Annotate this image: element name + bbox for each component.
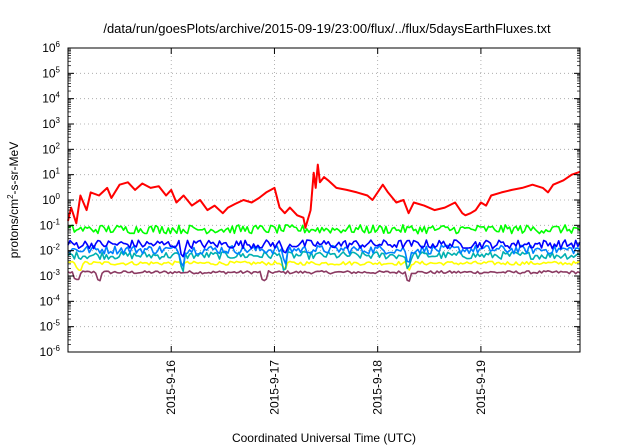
y-tick-label: 10-6: [40, 344, 61, 359]
y-tick-label: 10-5: [40, 319, 61, 334]
y-axis-label-sup: 2: [6, 194, 15, 199]
series-line-5: [67, 224, 581, 235]
y-tick-label: 100: [42, 192, 60, 207]
series-line-3: [67, 244, 581, 268]
y-axis-label-main: protons/cm: [7, 199, 21, 258]
series-line-0: [67, 269, 581, 282]
y-tick-label: 103: [42, 116, 60, 131]
y-tick-label: 101: [42, 167, 60, 182]
x-axis: 2015-9-16 2015-9-17 2015-9-18 2015-9-19: [164, 48, 488, 415]
y-tick-label: 104: [42, 91, 60, 106]
y-tick-label: 106: [42, 40, 60, 55]
x-axis-label: Coordinated Universal Time (UTC): [232, 431, 416, 445]
x-tick-label: 2015-9-18: [371, 360, 385, 415]
y-tick-label: 102: [42, 141, 60, 156]
data-series: [67, 163, 581, 282]
grid-lines: [68, 48, 580, 352]
series-line-1: [67, 260, 581, 272]
series-line-4: [67, 239, 581, 258]
y-axis-label-rest: -s-sr-MeV: [7, 142, 21, 195]
y-tick-label: 10-3: [40, 268, 61, 283]
x-tick-label: 2015-9-17: [267, 360, 281, 415]
chart-title: /data/run/goesPlots/archive/2015-09-19/2…: [103, 21, 551, 36]
y-tick-label: 10-2: [40, 243, 61, 258]
y-axis-label: protons/cm2-s-sr-MeV: [6, 142, 21, 258]
y-tick-label: 10-1: [40, 217, 61, 232]
x-tick-label: 2015-9-19: [474, 360, 488, 415]
y-tick-label: 10-4: [40, 293, 61, 308]
y-axis: 10-6 10-5 10-4 10-3 10-2 10-1 100 101 102 103 104 1…: [40, 40, 580, 359]
series-line-2: [67, 250, 581, 273]
series-line-6: [67, 163, 581, 229]
x-tick-label: 2015-9-16: [164, 360, 178, 415]
y-tick-label: 105: [42, 65, 60, 80]
